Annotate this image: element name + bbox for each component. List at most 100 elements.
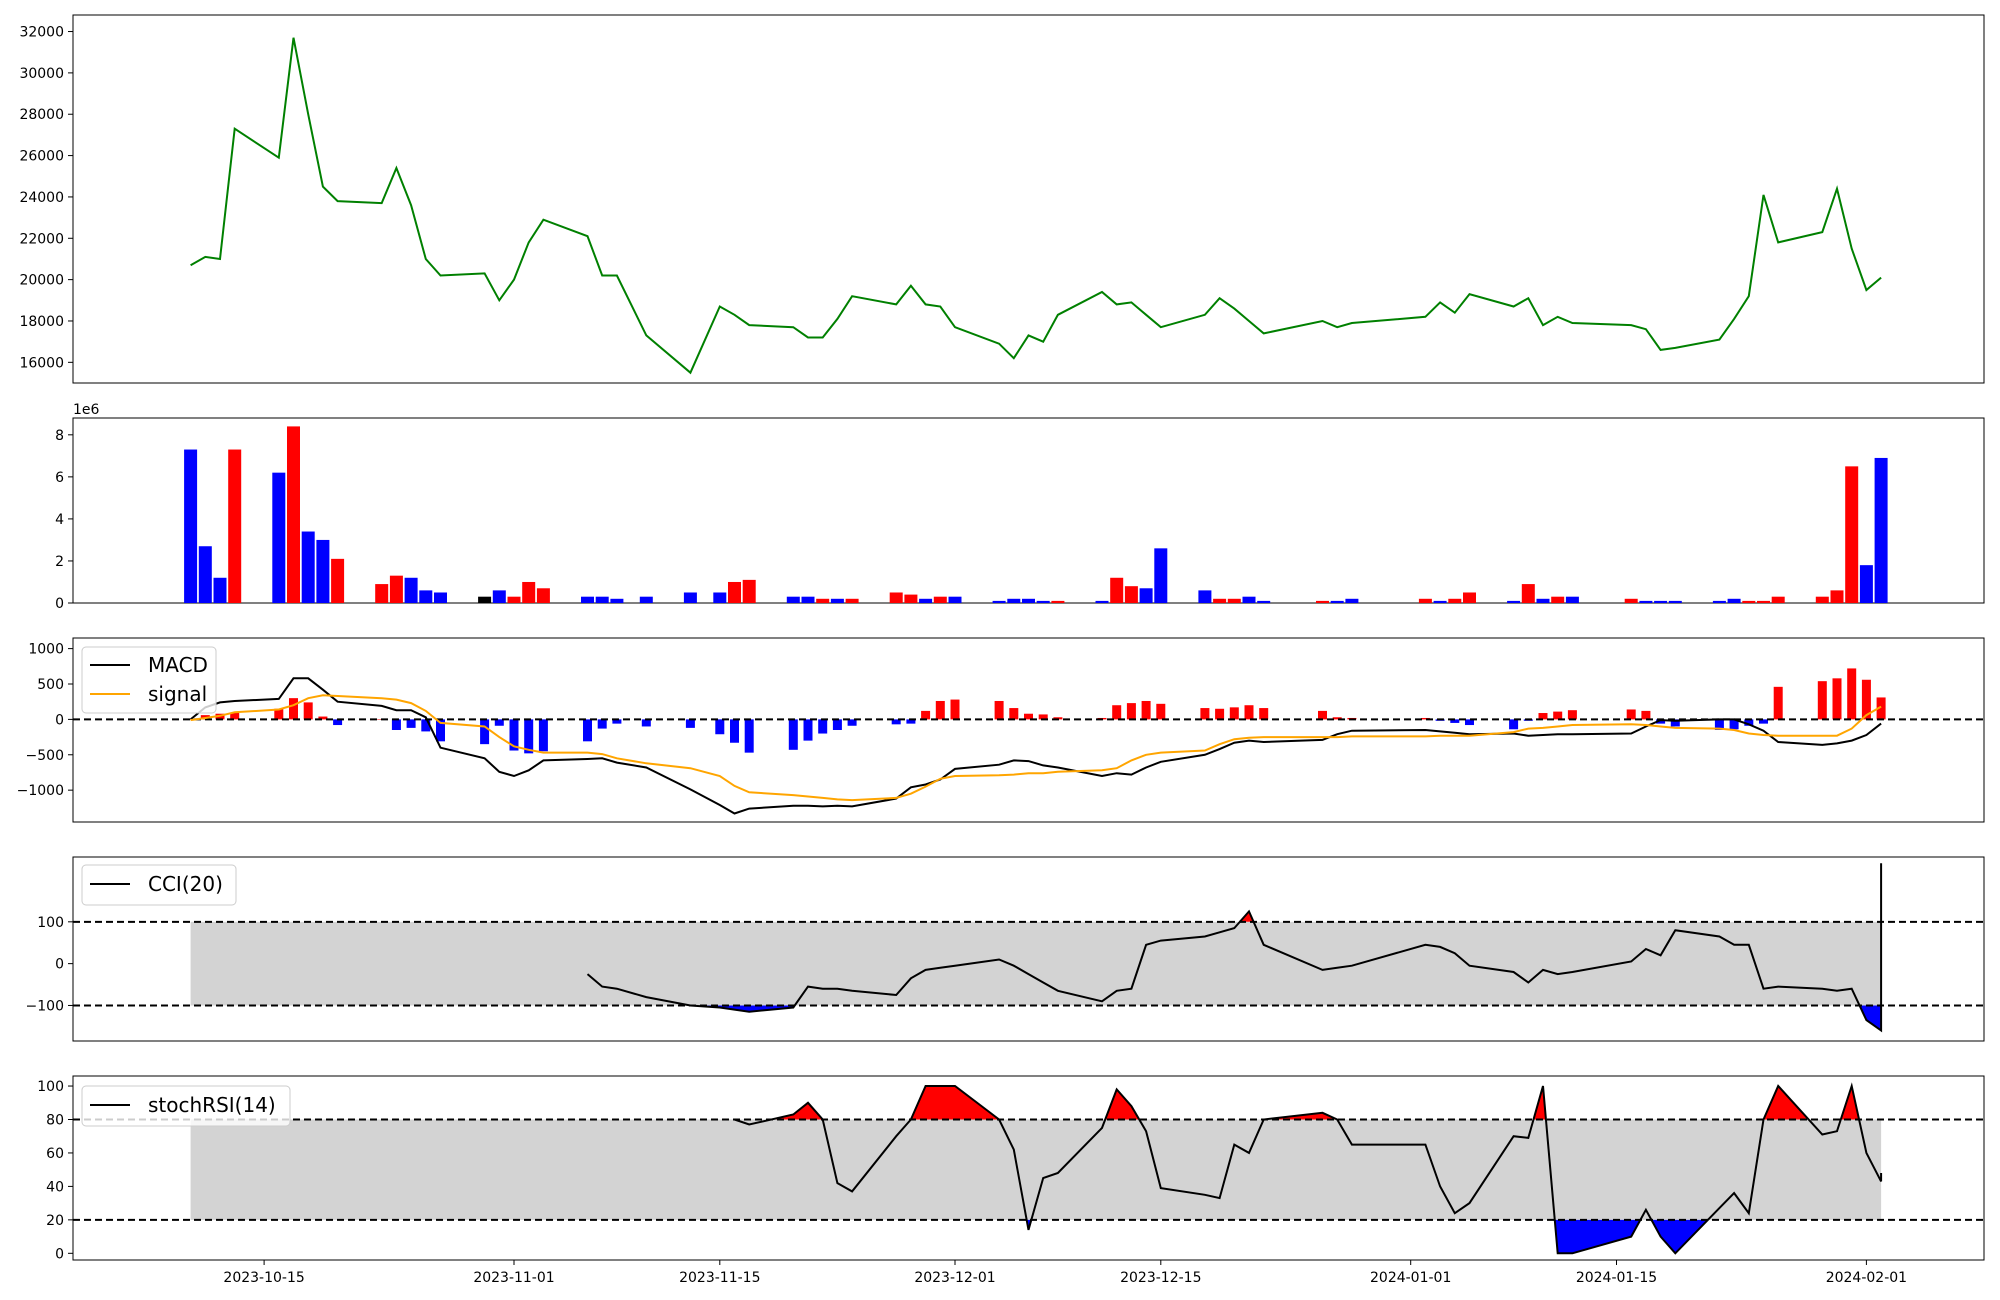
stochrsi-overbought-fill [910, 1086, 1000, 1120]
macd-histogram-bar [1200, 708, 1210, 720]
macd-histogram-bar [612, 719, 622, 724]
macd-histogram-bar [289, 698, 298, 720]
volume-bar [1330, 600, 1344, 603]
volume-bar [683, 592, 697, 603]
macd-frame [72, 637, 1985, 823]
macd-histogram-bar [230, 713, 240, 720]
macd-histogram-bar [1832, 678, 1842, 720]
macd-histogram-bar [1817, 681, 1827, 720]
macd-histogram-bar [921, 710, 931, 720]
macd-histogram-bar [788, 719, 798, 750]
macd-histogram-bar [406, 719, 416, 728]
volume-bar [1463, 592, 1476, 603]
volume-ytick-label: 2 [55, 554, 64, 570]
macd-histogram-bar [1656, 719, 1666, 724]
macd-histogram-bar [1714, 719, 1724, 730]
macd-histogram-bar [832, 719, 842, 730]
volume-bar [404, 577, 418, 603]
volume-bar [581, 596, 594, 603]
stochrsi-ytick-label: 20 [46, 1213, 64, 1229]
price-ytick-label: 26000 [19, 149, 64, 165]
macd-histogram-bar [1509, 719, 1519, 730]
macd-histogram-bar [1009, 708, 1019, 720]
macd-histogram-bar [494, 719, 504, 726]
volume-bar [1624, 598, 1638, 603]
cci-ytick-label: 100 [37, 915, 64, 931]
volume-bar [639, 596, 653, 603]
cci-y-axis: −100 0 100 [26, 915, 73, 1014]
x-tick-label: 2024-02-01 [1826, 1270, 1907, 1286]
macd-histogram-bar [685, 719, 695, 728]
volume-bar [478, 596, 492, 603]
volume-bar [1022, 598, 1035, 603]
volume-bar [1154, 548, 1168, 603]
cci-ytick-label: −100 [26, 998, 64, 1014]
macd-histogram-bar [509, 719, 519, 751]
macd-histogram-bar [1641, 710, 1651, 720]
volume-bar [375, 584, 389, 603]
volume-bar [522, 581, 536, 603]
volume-ytick-label: 4 [55, 512, 64, 528]
stochrsi-ytick-label: 80 [46, 1112, 64, 1128]
macd-histogram-bar [1773, 686, 1783, 720]
stochrsi-legend: stochRSI(14) [81, 1085, 291, 1127]
price-ytick-label: 20000 [19, 273, 64, 289]
stochrsi-overbought-fill [1105, 1089, 1140, 1120]
x-tick-label: 2023-10-15 [223, 1270, 304, 1286]
volume-bar [889, 592, 903, 603]
cci-line [586, 863, 1883, 1033]
macd-histogram-bar [847, 719, 857, 726]
volume-bar [1257, 600, 1271, 603]
macd-histogram-bar [480, 719, 490, 745]
macd-histogram-bar [1024, 713, 1033, 720]
volume-bar [1110, 577, 1124, 603]
volume-bar [1771, 596, 1785, 603]
cci-plot-area [73, 863, 1984, 1033]
volume-bar [287, 426, 300, 603]
volume-bar [904, 594, 918, 603]
volume-bar [316, 539, 330, 603]
price-plot-area [190, 37, 1882, 375]
volume-bar [1345, 598, 1359, 603]
price-ytick-label: 32000 [19, 25, 64, 41]
volume-bar [1536, 598, 1550, 603]
macd-histogram-bar [1567, 710, 1577, 720]
macd-legend-label-signal: signal [148, 682, 207, 706]
macd-histogram-bar [1259, 708, 1269, 720]
volume-bar [389, 575, 403, 603]
volume-bar [1242, 596, 1256, 603]
macd-legend-box [81, 646, 217, 714]
macd-histogram-bar [803, 719, 813, 741]
macd-ytick-label: 0 [55, 712, 64, 728]
macd-y-axis: −1000 −500 0 500 1000 [17, 642, 73, 799]
price-ytick-label: 24000 [19, 190, 64, 206]
volume-bar [1654, 600, 1668, 603]
macd-plot-area [73, 668, 1984, 815]
macd-histogram-bar [1318, 710, 1327, 720]
volume-bar [1227, 598, 1241, 603]
macd-histogram-bar [950, 699, 960, 720]
volume-bar [434, 592, 447, 603]
macd-ytick-label: 500 [37, 677, 64, 693]
macd-legend: MACD signal [81, 646, 217, 714]
volume-bar [492, 590, 506, 603]
macd-histogram-bar [1670, 719, 1680, 727]
macd-histogram-bar [935, 700, 945, 720]
volume-bar [1757, 600, 1770, 603]
volume-bar [228, 449, 242, 603]
macd-histogram-bar [1244, 705, 1254, 720]
volume-ytick-label: 6 [55, 470, 64, 486]
cci-legend-box [81, 864, 237, 906]
volume-bar [1213, 598, 1227, 603]
volume-frame [72, 417, 1985, 604]
macd-histogram-bar [715, 719, 725, 735]
cci-ytick-label: 0 [55, 957, 64, 973]
stochrsi-legend-box [81, 1085, 291, 1127]
volume-panel: 1e6 0 2 4 6 8 [55, 402, 1985, 612]
macd-histogram-bar [1847, 668, 1857, 720]
x-tick-label: 2024-01-01 [1370, 1270, 1451, 1286]
macd-ytick-label: −500 [26, 748, 64, 764]
volume-bar [948, 596, 962, 603]
volume-bar [1007, 598, 1021, 603]
cci-panel: −100 0 100 CCI(20) [26, 856, 1985, 1042]
